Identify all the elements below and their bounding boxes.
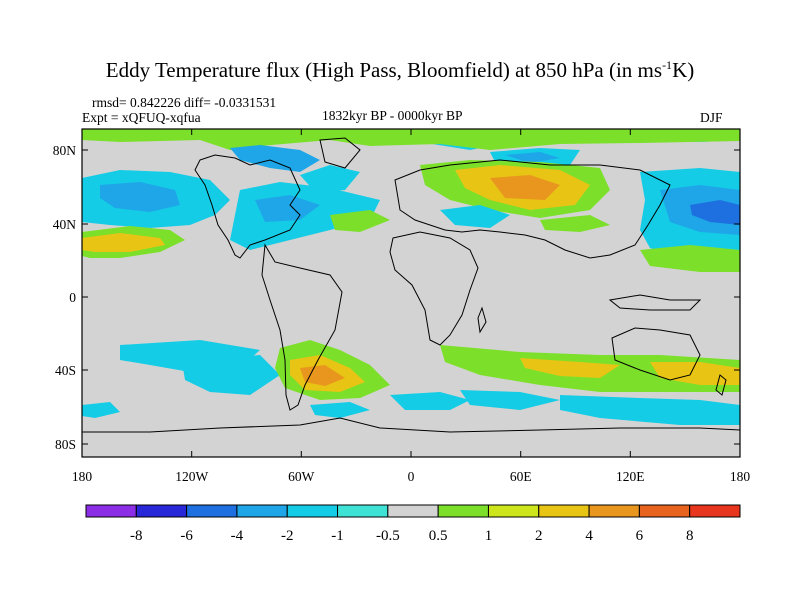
colorbar-swatch bbox=[236, 504, 288, 518]
colorbar-label: 1 bbox=[485, 528, 493, 544]
colorbar-label: -6 bbox=[180, 528, 193, 544]
colorbar-label: 6 bbox=[636, 528, 644, 544]
colorbar-swatch bbox=[286, 504, 339, 518]
orange-region bbox=[82, 233, 165, 252]
contour-fields bbox=[82, 129, 740, 425]
colorbar-swatch bbox=[689, 504, 741, 518]
green-region bbox=[540, 215, 610, 232]
colorbar-swatch bbox=[588, 504, 640, 518]
orange-region bbox=[490, 175, 560, 200]
blue-region bbox=[390, 392, 470, 410]
colorbar-label: -8 bbox=[130, 528, 143, 544]
colorbar-label: 8 bbox=[686, 528, 694, 544]
blue-region bbox=[230, 145, 320, 172]
colorbar-label: -4 bbox=[231, 528, 244, 544]
chart-title: Eddy Temperature flux (High Pass, Bloomf… bbox=[105, 58, 695, 82]
colorbar-label: -1 bbox=[331, 528, 344, 544]
blue-region bbox=[440, 205, 510, 228]
blue-region bbox=[182, 355, 280, 395]
orange-region bbox=[520, 358, 620, 378]
colorbar-swatch bbox=[538, 504, 590, 518]
lat-axis: 80N 40N 0 40S 80S bbox=[53, 143, 740, 452]
lon-tick-label: 120E bbox=[616, 469, 645, 484]
blue-region bbox=[100, 182, 180, 212]
blue-region bbox=[255, 195, 320, 222]
colorbar-swatch bbox=[487, 504, 540, 518]
colorbar-label: 4 bbox=[585, 528, 593, 544]
lat-tick-label: 80S bbox=[55, 437, 76, 452]
coastlines bbox=[82, 137, 740, 433]
colorbar-label: -2 bbox=[281, 528, 294, 544]
colorbar-swatch bbox=[337, 504, 389, 518]
colorbar-label: -0.5 bbox=[376, 528, 400, 544]
colorbar-swatch bbox=[638, 504, 691, 518]
blue-region bbox=[460, 390, 560, 410]
lat-tick-label: 0 bbox=[69, 290, 76, 305]
lon-tick-label: 180 bbox=[730, 469, 751, 484]
colorbar-label: 2 bbox=[535, 528, 543, 544]
colorbar-swatch bbox=[85, 504, 137, 518]
lon-tick-label: 60E bbox=[510, 469, 532, 484]
colorbar-swatch bbox=[135, 504, 188, 518]
stats-text: rmsd= 0.842226 diff= -0.0331531 bbox=[92, 95, 277, 110]
blue-region bbox=[82, 402, 120, 418]
green-region bbox=[330, 210, 390, 232]
lon-axis: 180 120W 60W 0 60E 120E 180 bbox=[72, 129, 751, 484]
colorbar-swatch bbox=[387, 504, 439, 518]
green-region bbox=[82, 129, 740, 150]
lon-tick-label: 120W bbox=[175, 469, 208, 484]
blue-region bbox=[560, 395, 740, 425]
lat-tick-label: 40N bbox=[53, 217, 77, 232]
lon-tick-label: 180 bbox=[72, 469, 93, 484]
lon-tick-label: 0 bbox=[408, 469, 415, 484]
blue-region bbox=[310, 402, 370, 418]
blue-region bbox=[505, 152, 560, 163]
colorbar-swatch bbox=[186, 504, 238, 518]
colorbar-swatch bbox=[437, 504, 489, 518]
orange-region bbox=[300, 365, 345, 386]
experiment-label: Expt = xQFUQ-xqfua bbox=[82, 110, 201, 125]
blue-region bbox=[300, 165, 360, 192]
lat-tick-label: 40S bbox=[55, 363, 76, 378]
colorbar-label: 0.5 bbox=[429, 528, 448, 544]
season-label: DJF bbox=[700, 110, 723, 125]
blue-region bbox=[690, 200, 740, 225]
lat-tick-label: 80N bbox=[53, 143, 77, 158]
green-region bbox=[640, 245, 740, 272]
lon-tick-label: 60W bbox=[288, 469, 315, 484]
period-label: 1832kyr BP - 0000kyr BP bbox=[322, 108, 463, 123]
